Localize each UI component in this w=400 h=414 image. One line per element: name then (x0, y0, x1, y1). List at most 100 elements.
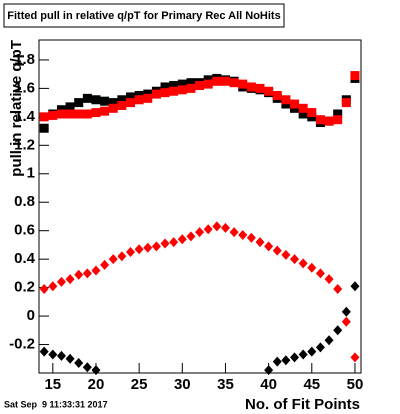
diamond-marker (333, 325, 343, 336)
square-marker (169, 86, 179, 96)
diamond-marker (108, 254, 118, 265)
diamond-marker (91, 265, 101, 276)
diamond-marker (315, 342, 325, 353)
diamond-marker (341, 306, 351, 317)
y-tick-label: 0.6 (14, 222, 35, 239)
y-tick-label: 0 (27, 307, 35, 324)
diamond-marker (315, 268, 325, 279)
x-tick-label: 30 (174, 376, 191, 393)
square-marker (100, 106, 110, 116)
diamond-marker (143, 242, 153, 253)
diamond-marker (341, 316, 351, 327)
y-tick-label: 0.2 (14, 279, 35, 296)
diamond-marker (186, 231, 196, 242)
diamond-marker (39, 346, 49, 357)
diamond-marker (307, 262, 317, 273)
diamond-marker (290, 254, 300, 265)
square-marker (169, 81, 179, 91)
diamond-marker (117, 251, 127, 262)
diamond-marker (229, 227, 239, 238)
diamond-marker (220, 222, 230, 233)
y-tick-label: -0.2 (9, 336, 35, 353)
x-tick-label: 25 (131, 376, 148, 393)
timestamp: Sat Sep 9 11:33:31 2017 (4, 399, 108, 409)
diamond-marker (324, 274, 334, 285)
x-tick-label: 15 (44, 376, 61, 393)
diamond-marker (203, 224, 213, 235)
diamond-marker (255, 237, 265, 248)
square-marker (341, 98, 351, 108)
diamond-marker (324, 335, 334, 346)
chart-title: Fitted pull in relative q/pT for Primary… (7, 10, 280, 22)
diamond-marker (56, 276, 66, 287)
square-marker (151, 89, 161, 99)
diamond-marker (264, 365, 274, 376)
square-marker (298, 103, 308, 113)
square-marker (100, 96, 110, 106)
square-marker (160, 82, 170, 92)
x-tick-label: 40 (260, 376, 277, 393)
square-marker (307, 108, 317, 118)
diamond-marker (169, 237, 179, 248)
diamond-marker (298, 258, 308, 269)
square-marker (246, 82, 256, 92)
diamond-marker (281, 355, 291, 366)
diamond-marker (39, 284, 49, 295)
square-marker (264, 86, 274, 96)
y-tick-label: 1.4 (14, 108, 36, 125)
square-marker (186, 83, 196, 93)
square-marker (91, 108, 101, 118)
square-marker (74, 109, 84, 119)
title-box (3, 3, 285, 28)
square-marker (65, 102, 75, 112)
diamond-marker (74, 269, 84, 280)
y-tick-label: 1 (27, 165, 35, 182)
diamond-marker (65, 274, 75, 285)
diamond-marker (56, 350, 66, 361)
square-marker (324, 116, 334, 126)
square-marker (255, 83, 265, 93)
x-tick-label: 20 (88, 376, 105, 393)
x-axis-label: No. of Fit Points (245, 396, 360, 413)
plot-frame (38, 39, 362, 374)
y-tick-label: 0.4 (14, 250, 36, 267)
diamond-marker (195, 227, 205, 238)
diamond-marker (65, 353, 75, 364)
diamond-marker (91, 365, 101, 376)
diamond-marker (82, 362, 92, 373)
diamond-marker (82, 268, 92, 279)
x-tick-label: 45 (303, 376, 320, 393)
square-marker (117, 100, 127, 110)
square-marker (315, 115, 325, 125)
x-tick-label: 35 (217, 376, 234, 393)
square-marker (56, 109, 66, 119)
square-marker (143, 93, 153, 103)
square-marker (333, 115, 343, 125)
y-axis-label: pull in relative q/pT (8, 40, 25, 177)
square-marker (48, 110, 58, 120)
diamond-marker (350, 281, 360, 292)
square-marker (177, 85, 187, 95)
diamond-marker (264, 241, 274, 252)
diamond-marker (100, 259, 110, 270)
square-marker (134, 95, 144, 105)
square-marker (281, 95, 291, 105)
square-marker (82, 109, 92, 119)
diamond-marker (350, 352, 360, 363)
diamond-marker (290, 352, 300, 363)
y-tick-label: 1.8 (14, 51, 35, 68)
diamond-marker (48, 281, 58, 292)
square-marker (333, 109, 343, 119)
diamond-marker (212, 221, 222, 232)
square-marker (177, 79, 187, 89)
square-marker (160, 88, 170, 98)
x-tick-label: 50 (347, 376, 364, 393)
diamond-marker (151, 241, 161, 252)
diamond-marker (246, 232, 256, 243)
square-marker (350, 71, 360, 81)
square-marker (290, 99, 300, 109)
square-marker (108, 103, 118, 113)
square-marker (195, 81, 205, 91)
